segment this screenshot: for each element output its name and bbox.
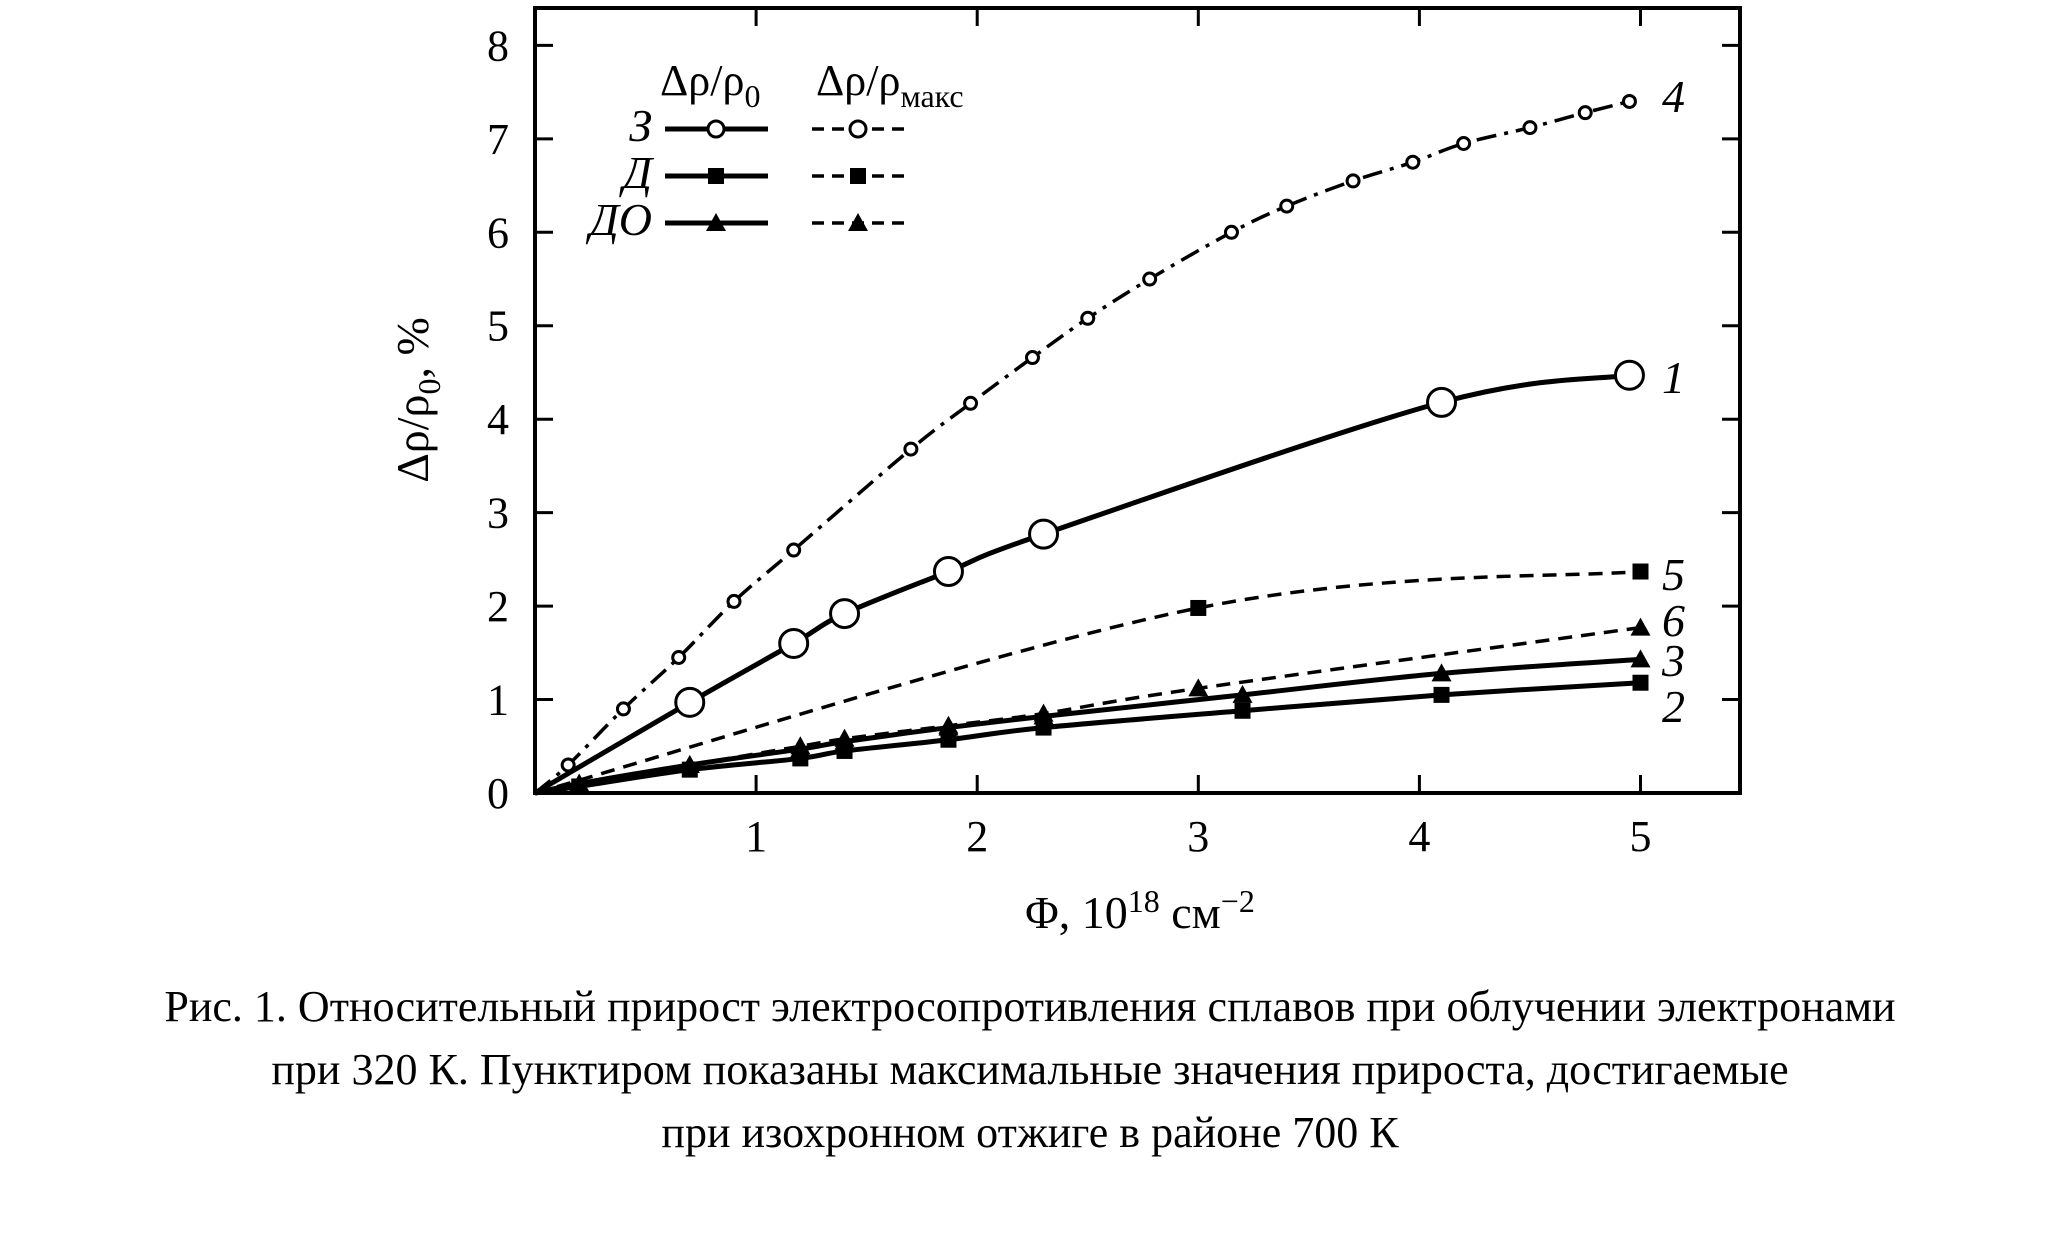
curve-label-1: 1 bbox=[1662, 352, 1685, 403]
data-point-2 bbox=[1433, 686, 1450, 703]
data-point-4 bbox=[963, 395, 979, 411]
x-tick-label: 1 bbox=[745, 812, 767, 861]
legend-sample-marker bbox=[706, 213, 726, 231]
data-point-4 bbox=[615, 701, 631, 717]
data-point-4 bbox=[786, 542, 802, 558]
curve-label-5: 5 bbox=[1662, 549, 1685, 600]
x-tick-label: 3 bbox=[1187, 812, 1209, 861]
data-point-4 bbox=[1024, 350, 1040, 366]
data-point-4 bbox=[1223, 224, 1239, 240]
data-point-1 bbox=[932, 556, 964, 588]
data-point-4 bbox=[1621, 93, 1637, 109]
data-point-4 bbox=[1522, 120, 1538, 136]
data-point-4 bbox=[560, 757, 576, 773]
data-point-3 bbox=[1431, 663, 1452, 682]
series-line-3 bbox=[534, 656, 1641, 796]
plot-frame bbox=[533, 6, 1742, 795]
data-point-4 bbox=[671, 649, 687, 665]
data-point-1 bbox=[1613, 359, 1645, 391]
data-point-1 bbox=[1426, 386, 1458, 418]
series-line-6 bbox=[534, 625, 1641, 795]
data-point-6 bbox=[1188, 678, 1209, 697]
series-line-5 bbox=[534, 569, 1641, 795]
legend-sample-marker bbox=[850, 168, 866, 184]
series-line-4 bbox=[533, 99, 1630, 795]
legend-sample-marker bbox=[708, 168, 724, 184]
y-axis-title-subscript: 0 bbox=[411, 379, 447, 395]
y-tick-label: 6 bbox=[487, 208, 509, 257]
x-axis-title-unit-exponent: −2 bbox=[1221, 883, 1255, 919]
legend-header-measured: Δρ/ρ0 bbox=[660, 56, 760, 114]
data-point-1 bbox=[778, 627, 810, 659]
legend-label-do: ДО bbox=[586, 194, 653, 245]
data-point-2 bbox=[1632, 674, 1649, 691]
x-tick-label: 2 bbox=[966, 812, 988, 861]
data-point-3 bbox=[1232, 684, 1253, 703]
legend-label-d: Д bbox=[619, 147, 655, 198]
y-tick-label: 4 bbox=[487, 395, 509, 444]
legend-sample-marker bbox=[706, 119, 726, 139]
x-axis-ticks: 1 2 3 4 5 bbox=[745, 8, 1652, 861]
legend: Δρ/ρ0 Δρ/ρмакс З Д ДО bbox=[586, 56, 964, 245]
x-axis-title-exponent: 18 bbox=[1128, 883, 1160, 919]
curves-layer bbox=[533, 99, 1641, 796]
caption-line-1: Рис. 1. Относительный прирост электросоп… bbox=[164, 982, 1896, 1031]
figure-caption: Рис. 1. Относительный прирост электросоп… bbox=[0, 975, 2060, 1164]
data-point-1 bbox=[674, 686, 706, 718]
data-point-4 bbox=[1456, 136, 1472, 152]
x-axis-title: Φ, 1018 см−2 bbox=[1025, 883, 1255, 938]
data-point-4 bbox=[903, 441, 919, 457]
data-point-6 bbox=[569, 773, 590, 792]
y-tick-label: 8 bbox=[487, 21, 509, 70]
curve-labels: 4 1 5 6 3 2 bbox=[1661, 71, 1685, 732]
data-point-4 bbox=[1345, 173, 1361, 189]
legend-sample-marker bbox=[848, 213, 868, 231]
data-point-4 bbox=[1279, 198, 1295, 214]
data-point-4 bbox=[1405, 154, 1421, 170]
data-point-4 bbox=[1142, 271, 1158, 287]
y-axis-title: Δρ/ρ0, % bbox=[387, 317, 447, 483]
series-line-1 bbox=[533, 372, 1630, 796]
data-point-2 bbox=[940, 731, 957, 748]
series-line-2 bbox=[534, 680, 1641, 796]
caption-line-3: при изохронном отжиге в районе 700 К bbox=[661, 1108, 1399, 1157]
data-point-4 bbox=[1577, 105, 1593, 121]
data-point-6 bbox=[938, 715, 959, 734]
data-point-3 bbox=[1630, 649, 1651, 668]
curve-label-6: 6 bbox=[1662, 595, 1685, 646]
y-tick-label: 1 bbox=[487, 676, 509, 725]
data-point-6 bbox=[1033, 703, 1054, 722]
data-point-4 bbox=[1080, 310, 1096, 326]
data-point-6 bbox=[1630, 617, 1651, 636]
legend-label-z: З bbox=[629, 100, 652, 151]
legend-header-max: Δρ/ρмакс bbox=[816, 56, 964, 114]
legend-samples bbox=[665, 119, 910, 231]
y-tick-label: 5 bbox=[487, 302, 509, 351]
data-point-5 bbox=[1632, 563, 1649, 580]
data-point-2 bbox=[1234, 702, 1251, 719]
data-point-6 bbox=[679, 754, 700, 773]
data-point-1 bbox=[829, 598, 861, 630]
y-tick-label: 0 bbox=[487, 769, 509, 818]
x-tick-label: 4 bbox=[1408, 812, 1430, 861]
data-point-6 bbox=[834, 728, 855, 747]
curve-label-2: 2 bbox=[1662, 681, 1685, 732]
caption-line-2: при 320 К. Пунктиром показаны максимальн… bbox=[271, 1045, 1789, 1094]
data-point-4 bbox=[726, 593, 742, 609]
y-tick-label: 2 bbox=[487, 582, 509, 631]
curve-label-4: 4 bbox=[1662, 71, 1685, 122]
data-point-5 bbox=[1190, 599, 1207, 616]
markers-layer bbox=[560, 93, 1651, 795]
data-point-6 bbox=[790, 736, 811, 755]
y-tick-label: 7 bbox=[487, 115, 509, 164]
y-tick-label: 3 bbox=[487, 489, 509, 538]
legend-sample-marker bbox=[848, 119, 868, 139]
curve-label-3: 3 bbox=[1661, 635, 1685, 686]
data-point-1 bbox=[1028, 518, 1060, 550]
x-tick-label: 5 bbox=[1630, 812, 1652, 861]
